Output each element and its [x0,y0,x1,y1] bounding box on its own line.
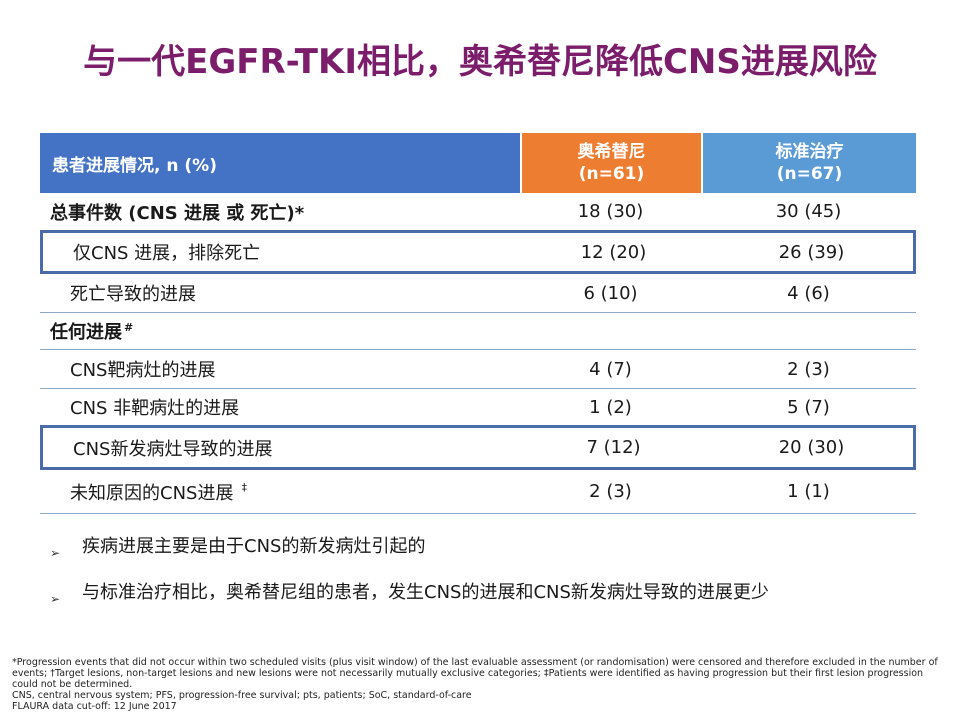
row-label: 仅CNS 进展，排除死亡 [73,243,261,264]
row-value-osimertinib: 18 (30) [577,201,644,222]
page-title: 与一代EGFR-TKI相比，奥希替尼降低CNS进展风险 [83,42,877,82]
table-row: CNS 非靶病灶的进展 1 (2) 5 (7) [40,389,916,425]
arrow-bullet-icon: ➢ [50,546,61,560]
row-label: 总事件数 (CNS 进展 或 死亡)* [50,202,305,224]
row-label-group: 未知原因的CNS进展 ‡ [40,470,520,513]
footnote-definitions: *Progression events that did not occur w… [12,657,938,690]
row-label: 未知原因的CNS进展 [70,482,234,504]
list-item: ➢ 疾病进展主要是由于CNS的新发病灶引起的 [50,534,769,580]
table-row: CNS靶病灶的进展 4 (7) 2 (3) [40,350,916,389]
row-value-standard: 5 (7) [787,396,830,418]
header-osimertinib-n: (n=61) [578,164,645,184]
row-value-standard: 30 (45) [775,201,842,222]
row-value-osimertinib: 2 (3) [589,481,632,502]
table-row: 任何进展 # [40,313,916,350]
row-label: CNS 非靶病灶的进展 [70,398,240,419]
row-value-standard: 20 (30) [778,437,845,458]
header-standard-n: (n=67) [776,164,843,184]
header-standard: 标准治疗 (n=67) [701,133,916,193]
header-standard-name: 标准治疗 [775,142,844,162]
row-value-osimertinib: 7 (12) [586,437,641,458]
row-value-osimertinib: 4 (7) [589,358,632,380]
row-value-osimertinib [520,313,701,349]
row-value-osimertinib: 12 (20) [580,241,647,263]
row-value-standard: 4 (6) [787,282,830,304]
row-value-standard: 2 (3) [787,358,830,380]
table-header: 患者进展情况, n (%) 奥希替尼 (n=61) 标准治疗 (n=67) [40,133,916,193]
table-row: 死亡导致的进展 6 (10) 4 (6) [40,274,916,313]
bullet-text: 与标准治疗相比，奥希替尼组的患者，发生CNS的进展和CNS新发病灶导致的进展更少 [82,582,769,603]
table-row: 未知原因的CNS进展 ‡ 2 (3) 1 (1) [40,470,916,514]
row-value-standard [701,313,916,349]
bullet-list: ➢ 疾病进展主要是由于CNS的新发病灶引起的 ➢ 与标准治疗相比，奥希替尼组的患… [50,534,769,626]
arrow-bullet-icon: ➢ [50,592,61,606]
row-label-group: 任何进展 # [40,313,520,349]
header-osimertinib: 奥希替尼 (n=61) [520,133,701,193]
header-label: 患者进展情况, n (%) [40,133,520,193]
table-row-highlighted: CNS新发病灶导致的进展 7 (12) 20 (30) [40,425,916,470]
row-value-standard: 1 (1) [787,481,830,502]
row-value-standard: 26 (39) [778,241,845,263]
row-label: CNS靶病灶的进展 [70,360,216,381]
list-item: ➢ 与标准治疗相比，奥希替尼组的患者，发生CNS的进展和CNS新发病灶导致的进展… [50,580,769,626]
table-row: 总事件数 (CNS 进展 或 死亡)* 18 (30) 30 (45) [40,193,916,231]
row-label: 死亡导致的进展 [70,284,196,305]
header-osimertinib-name: 奥希替尼 [577,142,646,162]
table-row-highlighted: 仅CNS 进展，排除死亡 12 (20) 26 (39) [40,230,916,274]
footnotes: *Progression events that did not occur w… [12,657,947,712]
footnote-mark: ‡ [241,481,247,494]
bullet-text: 疾病进展主要是由于CNS的新发病灶引起的 [82,536,426,557]
footnote-abbreviations: CNS, central nervous system; PFS, progre… [12,690,472,701]
footnote-cutoff: FLAURA data cut-off: 12 June 2017 [12,701,177,712]
row-value-osimertinib: 1 (2) [589,396,632,418]
row-label: CNS新发病灶导致的进展 [73,438,273,460]
row-label: 任何进展 [50,322,122,343]
row-value-osimertinib: 6 (10) [583,282,638,304]
footnote-mark: # [124,320,134,334]
